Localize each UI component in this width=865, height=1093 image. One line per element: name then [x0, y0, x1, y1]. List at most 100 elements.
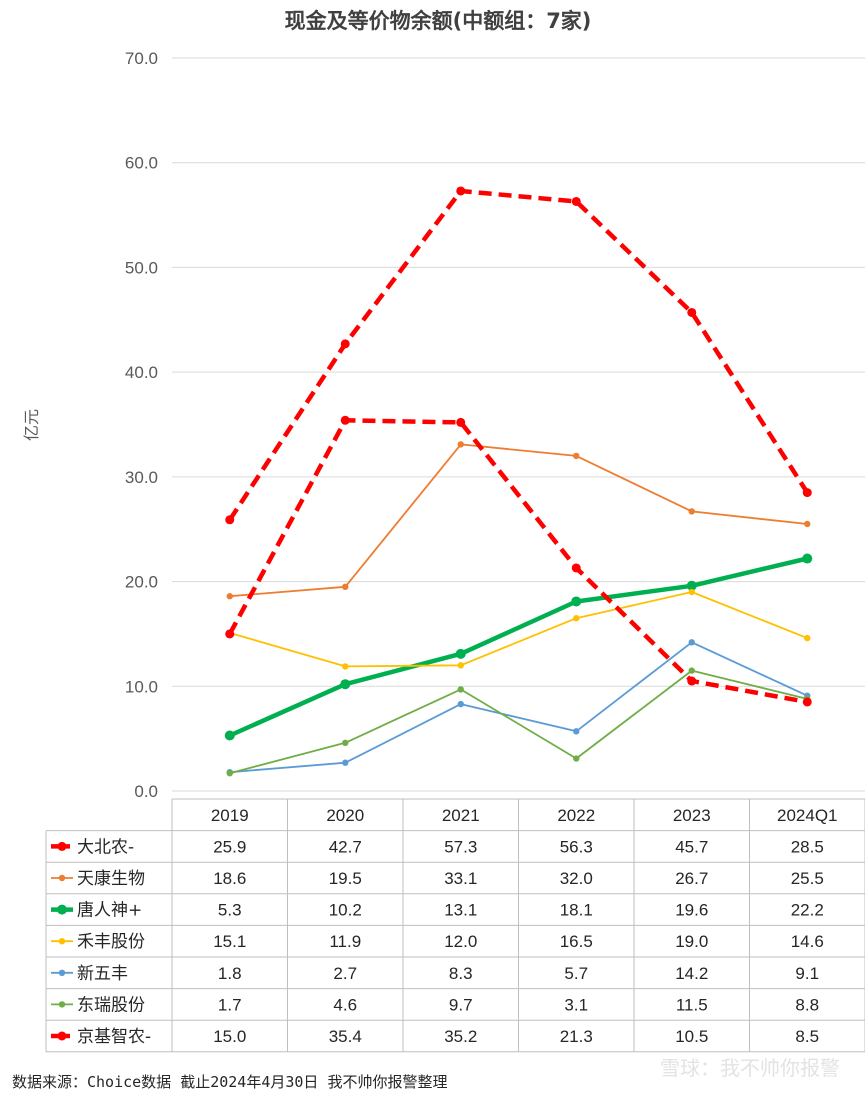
legend-label: 大北农- [77, 837, 134, 857]
y-tick-label: 50.0 [125, 258, 158, 277]
table-cell: 13.1 [444, 901, 477, 920]
table-cell: 57.3 [444, 837, 477, 856]
column-header: 2024Q1 [777, 806, 838, 825]
legend-label: 唐人神+ [77, 900, 142, 921]
data-point [342, 663, 349, 670]
data-point [456, 417, 466, 427]
data-point [340, 415, 350, 425]
series-唐人神+ [224, 553, 813, 741]
table-cell: 3.1 [564, 995, 588, 1014]
column-header: 2023 [673, 806, 711, 825]
data-point [804, 520, 811, 528]
table-cell: 19.0 [675, 932, 708, 951]
series-禾丰股份 [226, 588, 811, 670]
series-line [227, 188, 810, 522]
table-cell: 16.5 [560, 932, 593, 951]
legend-key-marker [57, 1031, 67, 1041]
data-point [688, 639, 695, 646]
table-cell: 1.7 [218, 995, 242, 1014]
table-cell: 9.1 [795, 964, 819, 983]
data-point [457, 686, 464, 693]
data-point [342, 739, 349, 747]
table-cell: 21.3 [560, 1027, 593, 1046]
table-cell: 2.7 [333, 964, 357, 983]
data-point [457, 441, 464, 448]
data-point [688, 667, 695, 674]
data-point [225, 515, 235, 525]
data-point [226, 769, 233, 777]
data-point [573, 452, 580, 460]
data-point [687, 676, 697, 686]
table-cell: 22.2 [791, 901, 824, 920]
legend-key-marker [58, 1001, 66, 1008]
data-point [687, 307, 697, 317]
data-point [455, 648, 466, 659]
table-cell: 10.5 [675, 1027, 708, 1046]
table-cell: 18.6 [213, 869, 246, 888]
series-天康生物 [226, 441, 811, 600]
data-point [804, 634, 811, 642]
y-tick-label: 60.0 [125, 154, 158, 173]
legend-key-marker [57, 904, 67, 915]
table-cell: 28.5 [791, 837, 824, 856]
data-point [456, 186, 466, 196]
data-point [686, 580, 697, 591]
data-point [342, 759, 349, 766]
table-cell: 35.2 [444, 1027, 477, 1046]
table-cell: 9.7 [449, 995, 473, 1014]
y-axis-label: 亿元 [22, 409, 41, 441]
table-cell: 15.0 [213, 1027, 246, 1046]
table-cell: 12.0 [444, 932, 477, 951]
data-point [802, 697, 812, 707]
table-cell: 8.5 [795, 1027, 819, 1046]
table-cell: 11.9 [329, 932, 361, 951]
table-cell: 25.9 [213, 837, 246, 856]
table-cell: 42.7 [329, 837, 362, 856]
series-line [229, 591, 808, 668]
legend-key-marker [58, 874, 66, 882]
series-line [227, 418, 808, 705]
data-point [573, 615, 580, 622]
legend-key-marker [58, 969, 66, 976]
series-lines [224, 186, 813, 777]
y-tick-label: 10.0 [125, 677, 158, 696]
data-point [225, 629, 235, 639]
data-table: 2019 2020 2021 2022 2023 2024Q1 大北农- 25.9 42.7 57… [45, 798, 865, 1053]
table-cell: 56.3 [560, 837, 593, 856]
table-cell: 10.2 [329, 901, 362, 920]
data-point [573, 728, 580, 735]
legend-key-marker [57, 841, 67, 851]
data-point [802, 488, 812, 498]
column-header: 2020 [326, 806, 364, 825]
table-cell: 14.6 [791, 932, 824, 951]
legend-label: 天康生物 [77, 869, 145, 889]
series-line [229, 443, 808, 598]
table-cell: 26.7 [675, 869, 708, 888]
data-point [688, 508, 695, 515]
series-大北农- [225, 186, 812, 525]
table-cell: 8.8 [795, 995, 819, 1014]
y-tick-label: 0.0 [134, 782, 158, 801]
data-point [571, 596, 582, 607]
table-cell: 15.1 [213, 932, 246, 951]
chart-title: 现金及等价物余额(中额组：7家) [285, 9, 592, 33]
data-point [457, 700, 464, 708]
table-cell: 18.1 [560, 901, 593, 920]
watermark: 雪球：我不帅你报警 [660, 1056, 840, 1080]
data-point [802, 553, 813, 564]
column-header: 2019 [211, 806, 249, 825]
series-line [229, 669, 808, 775]
data-point [224, 730, 235, 741]
legend-label: 新五丰 [77, 964, 128, 984]
column-header: 2021 [442, 806, 480, 825]
series-line [228, 556, 808, 738]
table-cell: 5.7 [564, 964, 588, 983]
data-point [571, 196, 581, 206]
table-cell: 4.6 [333, 995, 357, 1014]
series-京基智农- [225, 415, 812, 707]
y-tick-label: 20.0 [125, 573, 158, 592]
legend-key-marker [58, 938, 66, 945]
table-cell: 11.5 [676, 995, 708, 1014]
